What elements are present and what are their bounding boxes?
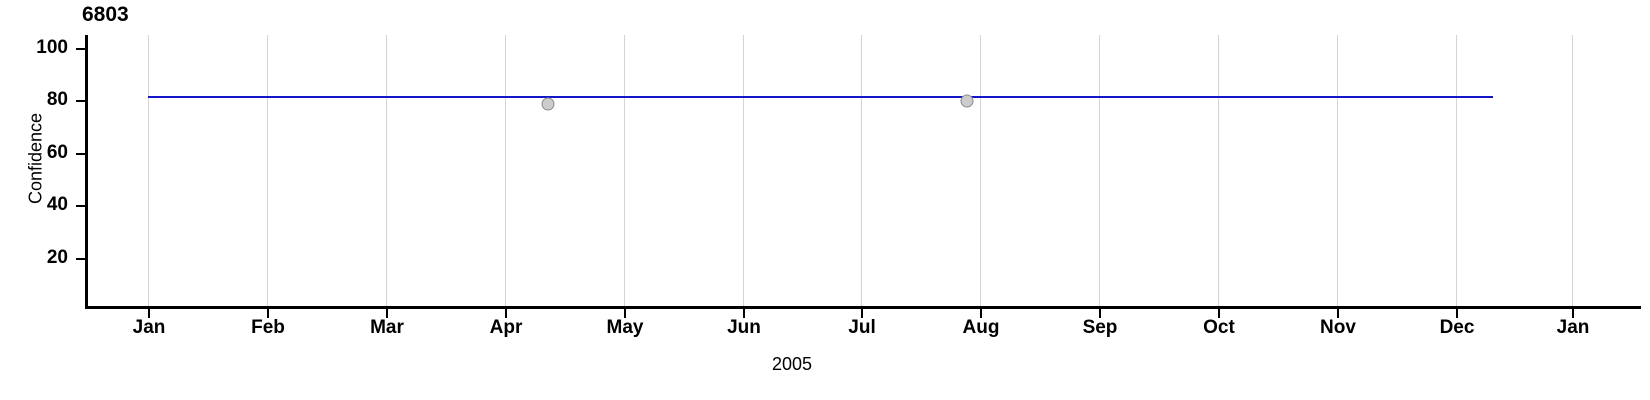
- gridline-vertical: [1456, 35, 1457, 306]
- x-tick-mark: [624, 309, 626, 318]
- data-point-marker[interactable]: [960, 94, 974, 108]
- x-tick-label: Apr: [489, 317, 523, 338]
- x-tick-mark: [386, 309, 388, 318]
- y-tick-mark: [76, 258, 85, 260]
- x-tick-mark: [1099, 309, 1101, 318]
- x-tick-label: Jan: [1556, 317, 1590, 338]
- chart-title: 6803: [82, 3, 129, 26]
- data-point-marker[interactable]: [541, 97, 555, 111]
- gridline-vertical: [1337, 35, 1338, 306]
- gridline-vertical: [1572, 35, 1573, 306]
- x-axis-spine: [85, 306, 1641, 309]
- series-line-confidence-threshold: [148, 96, 1493, 98]
- x-tick-label: Jun: [727, 317, 761, 338]
- x-tick-mark: [980, 309, 982, 318]
- y-tick-label: 40: [46, 194, 68, 215]
- x-tick-mark: [1218, 309, 1220, 318]
- y-tick-label: 80: [46, 89, 68, 110]
- x-tick-mark: [743, 309, 745, 318]
- x-tick-mark: [1456, 309, 1458, 318]
- x-axis-title: 2005: [0, 354, 1650, 375]
- x-tick-label: Sep: [1082, 317, 1118, 338]
- x-tick-label: Jan: [132, 317, 166, 338]
- x-tick-mark: [267, 309, 269, 318]
- gridline-vertical: [148, 35, 149, 306]
- gridline-vertical: [505, 35, 506, 306]
- x-tick-mark: [1572, 309, 1574, 318]
- x-tick-mark: [1337, 309, 1339, 318]
- y-axis-title: Confidence: [25, 112, 46, 205]
- x-tick-label: Mar: [370, 317, 404, 338]
- y-tick-label: 60: [46, 142, 68, 163]
- gridline-vertical: [624, 35, 625, 306]
- y-tick-label: 100: [36, 37, 68, 58]
- x-tick-label: Oct: [1203, 317, 1235, 338]
- gridline-vertical: [267, 35, 268, 306]
- x-tick-label: Dec: [1439, 317, 1475, 338]
- y-tick-mark: [76, 48, 85, 50]
- x-tick-label: Nov: [1320, 317, 1356, 338]
- gridline-vertical: [861, 35, 862, 306]
- x-tick-label: Jul: [848, 317, 876, 338]
- gridline-vertical: [743, 35, 744, 306]
- y-axis-spine: [85, 35, 88, 309]
- x-tick-mark: [861, 309, 863, 318]
- y-tick-label: 20: [46, 247, 68, 268]
- gridline-vertical: [1218, 35, 1219, 306]
- x-tick-mark: [505, 309, 507, 318]
- x-tick-label: Feb: [251, 317, 285, 338]
- x-tick-label: Aug: [962, 317, 1000, 338]
- x-tick-label: May: [606, 317, 644, 338]
- x-tick-mark: [148, 309, 150, 318]
- y-tick-mark: [76, 100, 85, 102]
- y-tick-mark: [76, 205, 85, 207]
- gridline-vertical: [980, 35, 981, 306]
- x-axis-title-text: 2005: [771, 354, 813, 374]
- gridline-vertical: [386, 35, 387, 306]
- y-tick-mark: [76, 153, 85, 155]
- gridline-vertical: [1099, 35, 1100, 306]
